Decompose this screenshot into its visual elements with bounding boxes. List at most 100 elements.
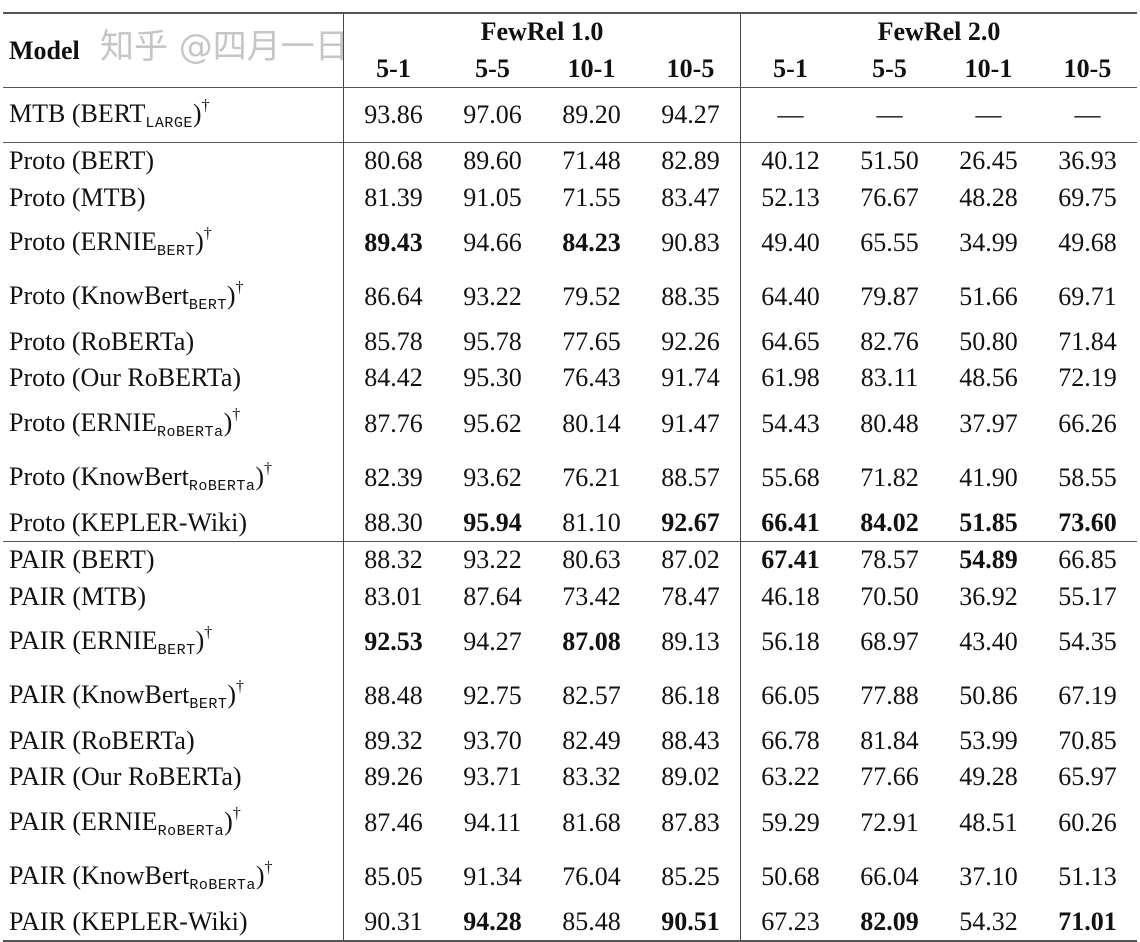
score-cell: 92.75 bbox=[463, 680, 522, 710]
score-cell: 94.28 bbox=[463, 906, 522, 936]
score-cell: 90.51 bbox=[661, 906, 720, 936]
score-cell: 88.48 bbox=[343, 668, 443, 723]
score-cell: 36.92 bbox=[959, 581, 1018, 611]
fewrel-1-header: FewRel 1.0 bbox=[343, 13, 741, 50]
score-cell: 49.40 bbox=[740, 215, 840, 270]
score-cell: 81.39 bbox=[343, 179, 443, 216]
score-cell: 91.74 bbox=[661, 363, 720, 393]
model-name: PAIR (KEPLER-Wiki) bbox=[9, 906, 248, 936]
table-row: Proto (KEPLER-Wiki) 88.30 95.94 81.10 92.67 6… bbox=[3, 504, 1137, 542]
model-name: PAIR (KnowBert bbox=[9, 860, 190, 890]
table-row: Proto (KnowBertBERT)† 86.64 93.22 79.52 88.3… bbox=[3, 269, 1137, 324]
score-cell: 91.34 bbox=[463, 861, 522, 891]
model-close-paren: ) bbox=[224, 806, 233, 836]
score-cell: 52.13 bbox=[740, 179, 840, 216]
score-cell: 83.32 bbox=[562, 762, 621, 792]
score-cell: 85.05 bbox=[343, 849, 443, 904]
model-name-cell: PAIR (KnowBertRoBERTa)† bbox=[3, 850, 344, 904]
score-cell: 54.89 bbox=[939, 540, 1038, 579]
model-name: MTB (BERT bbox=[9, 99, 146, 128]
score-cell: 95.78 bbox=[463, 326, 522, 356]
score-cell: 67.23 bbox=[740, 903, 840, 941]
score-cell: 54.43 bbox=[740, 396, 840, 451]
score-cell: 77.88 bbox=[860, 680, 919, 710]
model-close-paren: ) bbox=[195, 625, 205, 655]
score-cell: 71.84 bbox=[1058, 326, 1117, 356]
table-row: Proto (MTB) 81.39 91.05 71.55 83.47 52.13 76.6… bbox=[3, 179, 1137, 216]
score-cell: 40.12 bbox=[740, 142, 840, 180]
score-cell: 37.97 bbox=[959, 408, 1018, 438]
model-name-cell: PAIR (BERT) bbox=[3, 540, 344, 579]
model-close-paren: ) bbox=[192, 99, 202, 128]
score-cell: 59.29 bbox=[740, 795, 840, 850]
model-subscript: RoBERTa bbox=[188, 477, 256, 495]
score-cell: 71.48 bbox=[542, 142, 641, 180]
model-name-cell: PAIR (ERNIERoBERTa)† bbox=[3, 796, 344, 850]
score-cell: 86.64 bbox=[343, 269, 443, 324]
table-row: PAIR (Our RoBERTa) 89.26 93.71 83.32 89.02 63… bbox=[3, 759, 1137, 796]
score-cell: 80.68 bbox=[343, 142, 443, 180]
score-cell: 82.89 bbox=[641, 142, 741, 180]
score-cell: 48.28 bbox=[959, 182, 1018, 212]
score-cell: 71.82 bbox=[860, 462, 919, 492]
model-name: Proto (KnowBert bbox=[9, 461, 189, 491]
model-subscript: LARGE bbox=[145, 115, 193, 132]
score-cell: 87.02 bbox=[641, 540, 741, 579]
score-cell: 89.26 bbox=[343, 759, 443, 796]
score-cell: 76.43 bbox=[562, 363, 621, 393]
score-cell: 94.11 bbox=[463, 807, 522, 837]
table-row: Proto (BERT) 80.68 89.60 71.48 82.89 40.12 51.… bbox=[3, 142, 1137, 180]
score-cell: 79.87 bbox=[860, 281, 919, 311]
score-cell: 89.02 bbox=[661, 762, 720, 792]
dagger-mark: † bbox=[204, 623, 213, 641]
model-name-cell: PAIR (KEPLER-Wiki) bbox=[3, 904, 344, 941]
score-cell: 88.30 bbox=[343, 504, 443, 542]
model-subscript: RoBERTa bbox=[157, 423, 224, 441]
model-name: Proto (MTB) bbox=[9, 182, 146, 212]
score-cell: 91.47 bbox=[661, 408, 720, 438]
score-cell: 89.43 bbox=[343, 215, 443, 270]
score-cell: — bbox=[975, 100, 1002, 129]
score-cell: 84.23 bbox=[562, 227, 621, 257]
model-name: Proto (RoBERTa) bbox=[9, 326, 195, 356]
table-row: PAIR (MTB) 83.01 87.64 73.42 78.47 46.18 70.50… bbox=[3, 578, 1137, 615]
table-row: PAIR (KEPLER-Wiki) 90.31 94.28 85.48 90.51 67… bbox=[3, 903, 1137, 941]
model-column-header: Model bbox=[3, 13, 344, 88]
score-cell: 85.25 bbox=[661, 861, 720, 891]
score-cell: 94.27 bbox=[463, 626, 522, 656]
dagger-mark: † bbox=[232, 405, 241, 423]
score-cell: 94.66 bbox=[463, 227, 522, 257]
score-cell: 83.47 bbox=[661, 182, 720, 212]
table-row: PAIR (ERNIEBERT)† 92.53 94.27 87.08 89.13 56.… bbox=[3, 614, 1137, 669]
score-cell: 71.55 bbox=[562, 182, 621, 212]
header-row-settings: 5-1 5-5 10-1 10-5 5-1 5-5 10-1 10-5 bbox=[3, 50, 1137, 88]
score-cell: 66.85 bbox=[1038, 540, 1137, 579]
score-cell: 67.41 bbox=[740, 540, 840, 579]
score-cell: 50.86 bbox=[959, 680, 1018, 710]
dagger-mark: † bbox=[203, 224, 212, 242]
score-cell: 37.10 bbox=[959, 861, 1018, 891]
score-cell: 81.84 bbox=[860, 725, 919, 755]
score-cell: 81.10 bbox=[562, 507, 621, 537]
score-cell: 76.04 bbox=[562, 861, 621, 891]
dagger-mark: † bbox=[264, 858, 273, 876]
dagger-mark: † bbox=[201, 97, 210, 114]
score-cell: 89.20 bbox=[562, 100, 621, 129]
table-row: PAIR (BERT) 88.32 93.22 80.63 87.02 67.41 78.5… bbox=[3, 540, 1137, 579]
score-cell: 71.01 bbox=[1058, 906, 1117, 936]
model-subscript: RoBERTa bbox=[157, 822, 225, 840]
score-cell: 64.65 bbox=[740, 323, 840, 361]
score-cell: 93.62 bbox=[463, 462, 522, 492]
score-cell: 81.68 bbox=[562, 807, 621, 837]
score-cell: — bbox=[876, 100, 903, 129]
model-name: Proto (ERNIE bbox=[9, 226, 158, 256]
score-cell: 26.45 bbox=[939, 142, 1038, 180]
table-row: MTB (BERTLARGE)† 93.86 97.06 89.20 94.27— — — — bbox=[3, 87, 1137, 143]
score-cell: 87.76 bbox=[343, 396, 443, 451]
model-name-cell: PAIR (ERNIEBERT)† bbox=[3, 615, 344, 669]
score-cell: 41.90 bbox=[959, 462, 1018, 492]
results-table: Model FewRel 1.0 FewRel 2.0 5-1 5-5 10-1 10… bbox=[3, 12, 1137, 942]
score-cell: 88.43 bbox=[661, 725, 720, 755]
score-cell: 51.85 bbox=[959, 507, 1018, 537]
score-cell: 61.98 bbox=[740, 360, 840, 397]
